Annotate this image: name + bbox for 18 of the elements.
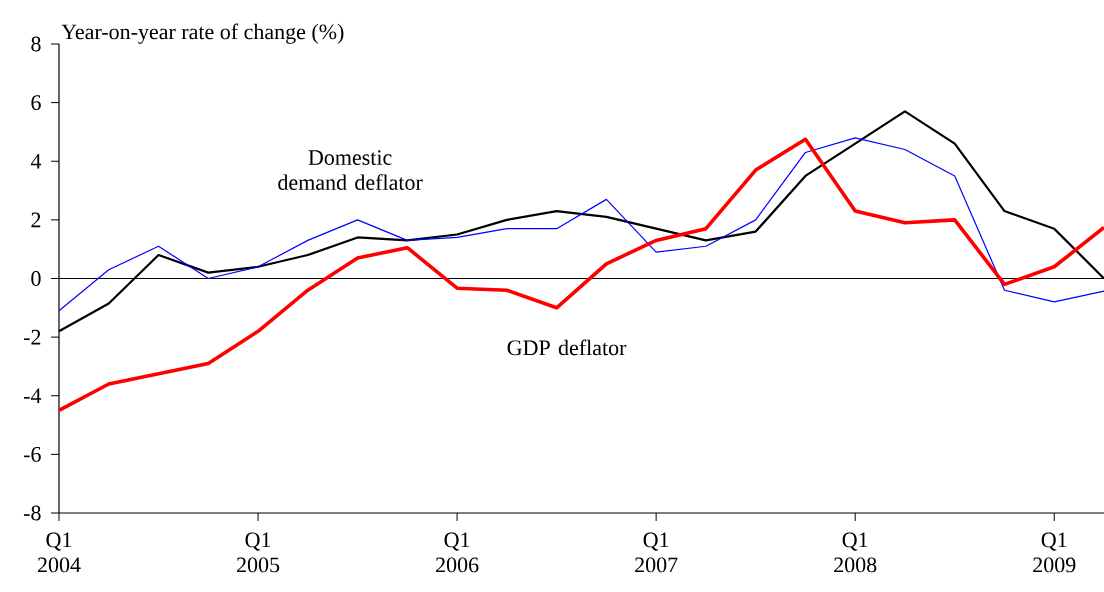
y-tick-label: -4 xyxy=(23,388,42,403)
x-tick-label: Q1 2009 xyxy=(1033,532,1076,573)
x-tick-label: Q1 2005 xyxy=(237,532,280,573)
text: Domestic demand deflator xyxy=(278,150,423,190)
series-label: GDP deflator xyxy=(507,339,627,356)
x-tick-label: Q1 2007 xyxy=(635,532,678,573)
y-tick-label: -2 xyxy=(23,329,41,345)
y-tick-label: -8 xyxy=(23,505,41,521)
x-tick-label: Q1 2006 xyxy=(436,532,479,573)
x-tick-label: Q1 2008 xyxy=(834,532,877,573)
y-tick-label: 2 xyxy=(31,212,41,228)
y-tick-label: 4 xyxy=(30,154,42,169)
y-tick-label: 6 xyxy=(31,95,41,111)
y-tick-label: 8 xyxy=(31,36,41,52)
x-tick-label: Q1 2004 xyxy=(37,532,81,573)
y-tick-label: -6 xyxy=(23,446,41,462)
y-axis-title: Year-on-year rate of change (%) xyxy=(61,23,344,44)
y-tick-label: 0 xyxy=(31,271,41,286)
